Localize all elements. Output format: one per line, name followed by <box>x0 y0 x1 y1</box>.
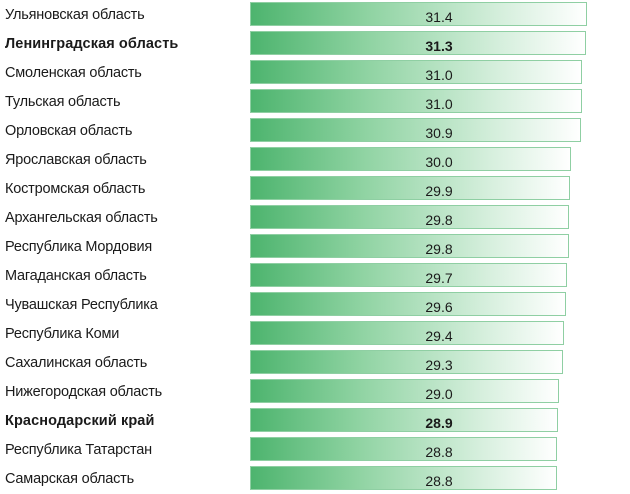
category-label: Республика Мордовия <box>5 239 152 255</box>
bar <box>250 31 586 55</box>
bar <box>250 89 583 113</box>
category-label: Ярославская область <box>5 152 147 168</box>
bar <box>250 408 559 432</box>
category-label: Орловская область <box>5 123 133 139</box>
chart-row: Чувашская Республика 29.6 <box>0 291 630 320</box>
category-label: Республика Коми <box>5 326 120 342</box>
category-label: Костромская область <box>5 181 146 197</box>
chart-row: Республика Коми 29.4 <box>0 320 630 349</box>
chart-row: Нижегородская область 29.0 <box>0 378 630 407</box>
chart-row: Магаданская область 29.7 <box>0 262 630 291</box>
chart-row: Самарская область 28.8 <box>0 465 630 494</box>
category-label: Архангельская область <box>5 210 158 226</box>
bar <box>250 2 587 26</box>
data-label: 29.7 <box>425 270 453 286</box>
data-label: 29.8 <box>425 212 453 228</box>
bar <box>250 147 571 171</box>
chart-row: Ульяновская область 31.4 <box>0 1 630 30</box>
chart-row: Республика Татарстан 28.8 <box>0 436 630 465</box>
chart-row: Краснодарский край 28.9 <box>0 407 630 436</box>
category-label: Самарская область <box>5 471 134 487</box>
category-label: Краснодарский край <box>5 413 155 429</box>
chart-row: Тульская область 31.0 <box>0 88 630 117</box>
data-label: 30.0 <box>425 154 453 170</box>
data-label: 31.4 <box>425 9 453 25</box>
bar <box>250 292 567 316</box>
data-label: 31.3 <box>425 38 453 54</box>
bar <box>250 379 560 403</box>
chart-row: Ленинградская область 31.3 <box>0 30 630 59</box>
bar <box>250 205 569 229</box>
category-label: Тульская область <box>5 94 121 110</box>
data-label: 30.9 <box>425 125 453 141</box>
data-label: 29.6 <box>425 299 453 315</box>
category-label: Республика Татарстан <box>5 442 152 458</box>
category-label: Смоленская область <box>5 65 142 81</box>
data-label: 31.0 <box>425 96 453 112</box>
category-label: Магаданская область <box>5 268 147 284</box>
data-label: 29.9 <box>425 183 453 199</box>
category-label: Сахалинская область <box>5 355 148 371</box>
category-label: Нижегородская область <box>5 384 162 400</box>
data-label: 29.0 <box>425 386 453 402</box>
bar <box>250 234 569 258</box>
bar <box>250 60 583 84</box>
chart-row: Архангельская область 29.8 <box>0 204 630 233</box>
chart-row: Сахалинская область 29.3 <box>0 349 630 378</box>
category-label: Ленинградская область <box>5 36 179 52</box>
bar <box>250 263 568 287</box>
chart-row: Орловская область 30.9 <box>0 117 630 146</box>
category-label: Чувашская Республика <box>5 297 158 313</box>
data-label: 29.8 <box>425 241 453 257</box>
bar <box>250 118 582 142</box>
chart-row: Республика Мордовия 29.8 <box>0 233 630 262</box>
data-label: 29.3 <box>425 357 453 373</box>
data-label: 28.8 <box>425 444 453 460</box>
chart-row: Ярославская область 30.0 <box>0 146 630 175</box>
bar <box>250 321 564 345</box>
chart-row: Костромская область 29.9 <box>0 175 630 204</box>
data-label: 28.9 <box>425 415 453 431</box>
bar <box>250 466 557 490</box>
bar <box>250 176 570 200</box>
data-label: 31.0 <box>425 67 453 83</box>
bar <box>250 350 563 374</box>
chart-row: Смоленская область 31.0 <box>0 59 630 88</box>
data-label: 29.4 <box>425 328 453 344</box>
data-label: 28.8 <box>425 473 453 489</box>
category-label: Ульяновская область <box>5 7 145 23</box>
bar <box>250 437 557 461</box>
